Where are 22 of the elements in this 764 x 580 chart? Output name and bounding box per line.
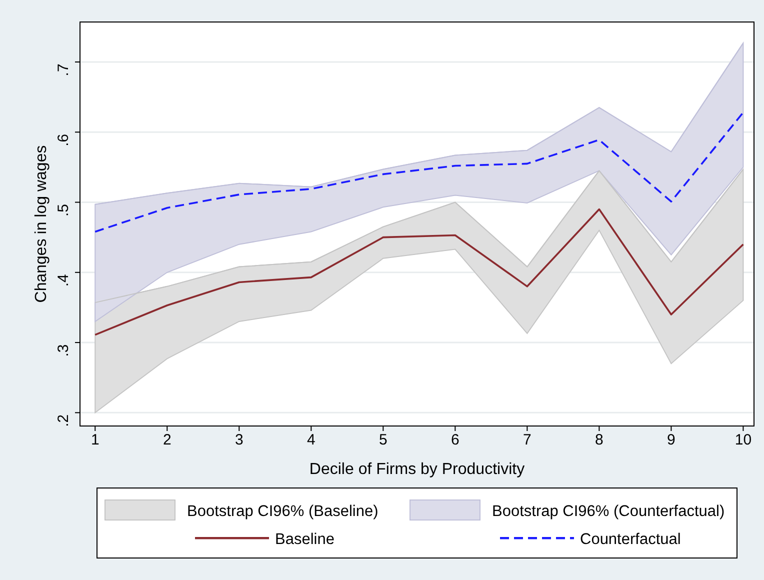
x-tick-label: 3 [234, 432, 244, 449]
x-tick-label: 4 [306, 432, 316, 449]
y-axis-title: Changes in log wages [33, 145, 50, 303]
legend-label: Baseline [275, 531, 334, 548]
x-tick-label: 8 [595, 432, 604, 449]
y-tick-label: .3 [55, 344, 72, 357]
x-axis-title: Decile of Firms by Productivity [309, 461, 525, 478]
x-tick-label: 9 [667, 432, 676, 449]
legend-label: Bootstrap CI96% (Baseline) [187, 503, 378, 520]
x-tick-label: 10 [734, 432, 752, 449]
x-tick-label: 6 [450, 432, 460, 449]
y-tick-label: .5 [55, 204, 72, 217]
x-tick-label: 5 [378, 432, 388, 449]
y-tick-label: .7 [55, 64, 72, 76]
y-tick-label: .4 [55, 274, 72, 287]
x-tick-label: 1 [90, 432, 100, 449]
legend-label: Bootstrap CI96% (Counterfactual) [492, 503, 725, 520]
x-tick-label: 2 [162, 432, 172, 449]
y-tick-label: .2 [55, 414, 72, 427]
y-tick-label: .6 [55, 134, 72, 146]
legend-label: Counterfactual [580, 531, 681, 548]
x-tick-label: 7 [523, 432, 532, 449]
